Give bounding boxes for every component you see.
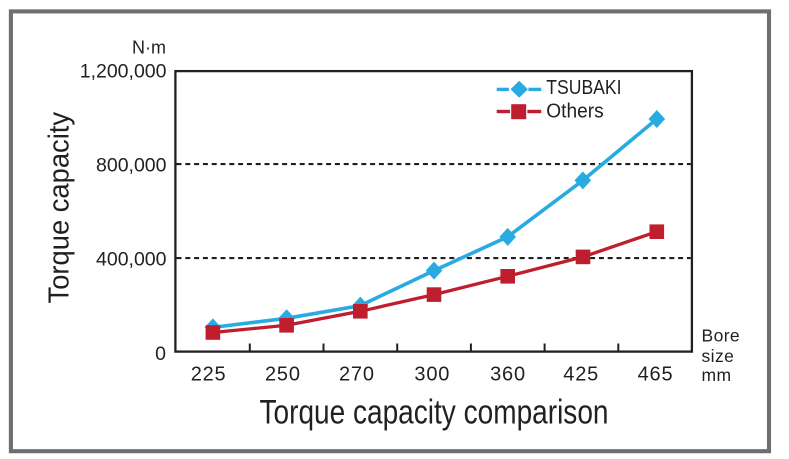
- svg-text:Torque capacity comparison: Torque capacity comparison: [260, 394, 609, 432]
- svg-text:TSUBAKI: TSUBAKI: [546, 77, 621, 99]
- svg-text:270: 270: [339, 364, 375, 386]
- svg-text:0: 0: [155, 343, 166, 365]
- svg-text:N·m: N·m: [132, 38, 166, 58]
- svg-text:465: 465: [638, 364, 674, 386]
- svg-text:size: size: [702, 346, 735, 366]
- svg-text:1,200,000: 1,200,000: [80, 60, 167, 82]
- svg-text:mm: mm: [702, 365, 732, 385]
- svg-text:425: 425: [563, 364, 599, 386]
- svg-text:360: 360: [490, 364, 526, 386]
- svg-text:225: 225: [191, 364, 227, 386]
- svg-text:300: 300: [414, 364, 450, 386]
- svg-text:800,000: 800,000: [96, 154, 167, 176]
- svg-text:250: 250: [265, 364, 301, 386]
- svg-text:Others: Others: [546, 101, 603, 123]
- svg-text:Bore: Bore: [702, 326, 741, 346]
- svg-text:Torque capacity: Torque capacity: [44, 111, 76, 303]
- svg-text:400,000: 400,000: [96, 248, 167, 270]
